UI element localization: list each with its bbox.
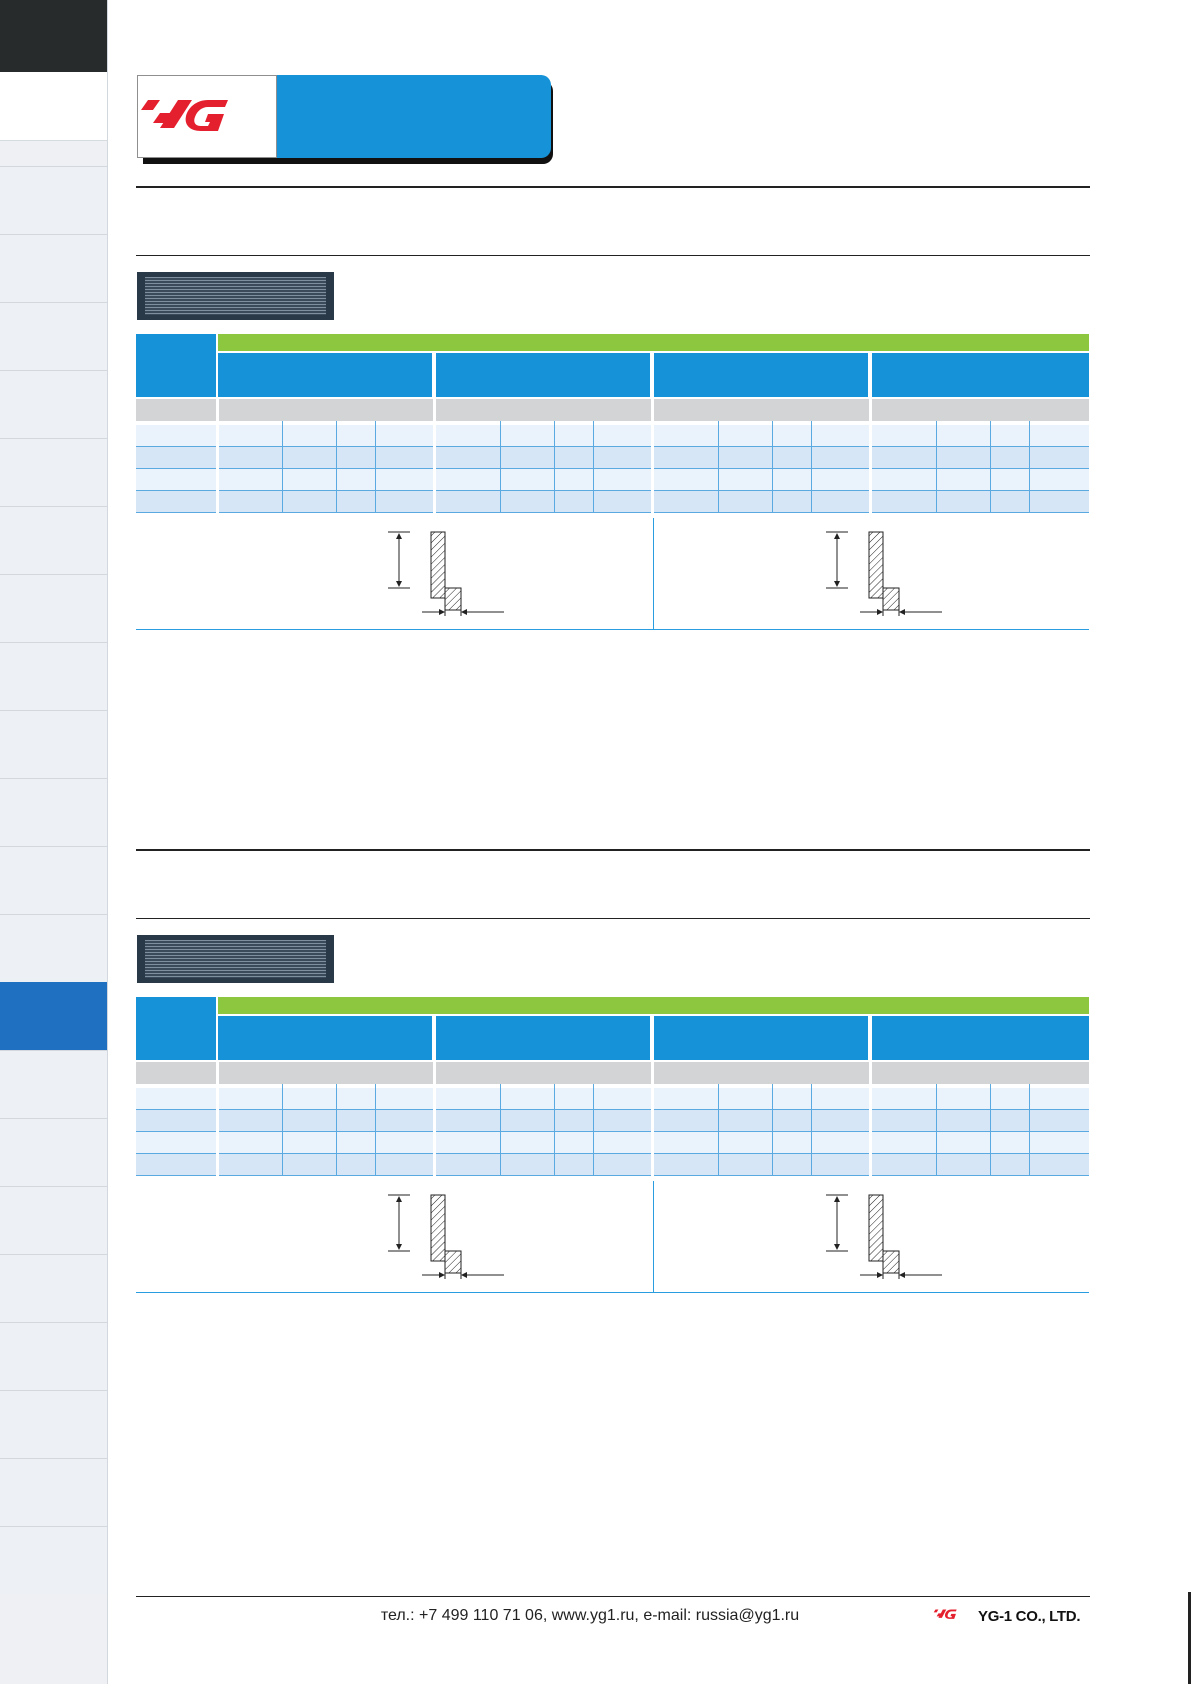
- sidebar-tab[interactable]: [0, 370, 108, 438]
- table-col-group: [218, 1016, 432, 1060]
- cutting-table-2: [136, 997, 1089, 1294]
- sidebar-logo-area: [0, 72, 108, 141]
- sidebar-tab[interactable]: [0, 1458, 108, 1526]
- sidebar-tabs: [0, 166, 108, 1594]
- table-row: [136, 491, 1089, 513]
- footer-rule: [136, 1596, 1090, 1597]
- milling-diagram-icon: [388, 1194, 504, 1279]
- milling-diagram-icon: [826, 531, 942, 616]
- sidebar-tab[interactable]: [0, 1186, 108, 1254]
- table-col-group: [218, 353, 432, 397]
- table-group-header: [218, 997, 1089, 1014]
- table-col-group: [872, 353, 1089, 397]
- section-rule: [136, 849, 1090, 851]
- diagram-bottom-border: [136, 629, 1089, 630]
- sidebar: [0, 0, 108, 1684]
- table-row: [136, 469, 1089, 491]
- table-row: [136, 1110, 1089, 1132]
- sidebar-tab[interactable]: [0, 914, 108, 982]
- sidebar-tab[interactable]: [0, 302, 108, 370]
- diagram-divider: [653, 1181, 654, 1292]
- table-row: [136, 1154, 1089, 1176]
- sidebar-tab[interactable]: [0, 1118, 108, 1186]
- section-heading-plate: [137, 272, 334, 320]
- sidebar-tab[interactable]: [0, 1390, 108, 1458]
- milling-diagram-icon: [826, 1194, 942, 1279]
- sidebar-tab[interactable]: [0, 438, 108, 506]
- cutting-table-1: [136, 334, 1089, 631]
- table-row: [136, 1088, 1089, 1110]
- table-col-group: [654, 1016, 868, 1060]
- table-col-group: [436, 353, 650, 397]
- table-col-group: [654, 353, 868, 397]
- yg-logo-icon: [141, 100, 228, 131]
- table-corner-header: [136, 334, 216, 397]
- sidebar-tab[interactable]: [0, 574, 108, 642]
- footer-contact: тел.: +7 499 110 71 06, www.yg1.ru, e-ma…: [380, 1607, 800, 1624]
- sidebar-tab-active[interactable]: [0, 982, 108, 1050]
- sidebar-tab[interactable]: [0, 846, 108, 914]
- section-heading-plate: [137, 935, 334, 983]
- yg-logo: [137, 75, 277, 158]
- diagram-divider: [653, 518, 654, 629]
- sidebar-tab[interactable]: [0, 506, 108, 574]
- section-rule: [136, 918, 1090, 919]
- sidebar-tab[interactable]: [0, 1050, 108, 1118]
- table-subheader: [136, 399, 1089, 421]
- table-col-group: [436, 1016, 650, 1060]
- sidebar-tab[interactable]: [0, 1322, 108, 1390]
- page-edge-mark: [1188, 1592, 1191, 1684]
- diagram-bottom-border: [136, 1292, 1089, 1293]
- sidebar-tab[interactable]: [0, 642, 108, 710]
- table-row: [136, 425, 1089, 447]
- table-group-header: [218, 334, 1089, 351]
- sidebar-tab[interactable]: [0, 778, 108, 846]
- milling-diagram-icon: [388, 531, 504, 616]
- sidebar-divider: [107, 0, 108, 1684]
- footer-brand: YG-1 CO., LTD.: [928, 1604, 1081, 1628]
- sidebar-tab[interactable]: [0, 1254, 108, 1322]
- table-corner-header: [136, 997, 216, 1060]
- table-subheader: [136, 1062, 1089, 1084]
- sidebar-tab[interactable]: [0, 710, 108, 778]
- yg-logo-icon: [933, 1609, 957, 1619]
- section-rule: [136, 255, 1090, 256]
- table-row: [136, 447, 1089, 469]
- sidebar-tab[interactable]: [0, 234, 108, 302]
- sidebar-tab[interactable]: [0, 166, 108, 234]
- sidebar-header: [0, 0, 108, 72]
- section-rule: [136, 186, 1090, 188]
- table-row: [136, 1132, 1089, 1154]
- footer-company: YG-1 CO., LTD.: [978, 1607, 1081, 1625]
- table-col-group: [872, 1016, 1089, 1060]
- sidebar-tab[interactable]: [0, 1526, 108, 1594]
